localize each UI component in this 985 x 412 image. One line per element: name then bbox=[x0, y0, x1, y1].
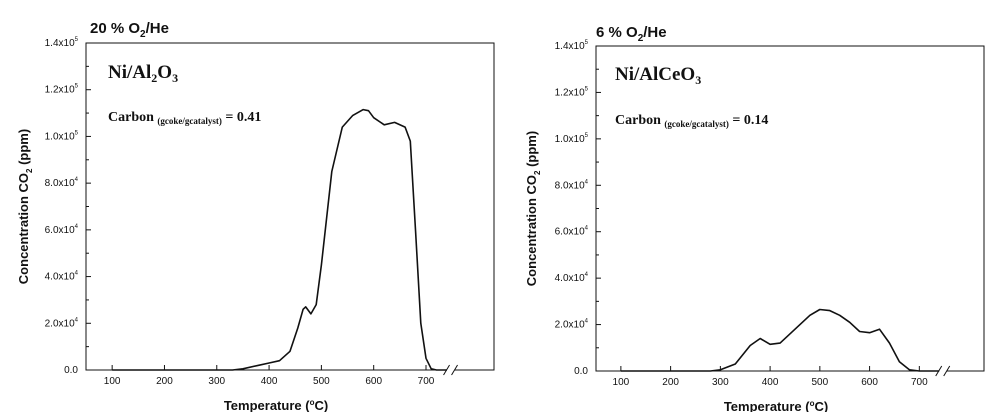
plot-frame bbox=[595, 45, 985, 372]
y-tick-label: 0.0 bbox=[574, 366, 588, 377]
y-tick-label: 1.2x105 bbox=[45, 84, 79, 96]
x-tick-label: 500 bbox=[313, 376, 330, 387]
axis-break-mark bbox=[943, 365, 951, 377]
carbon-annotation: Carbon (gcoke/gcatalyst) = 0.14 bbox=[615, 113, 768, 129]
x-axis-title: Temperature (oC) bbox=[224, 398, 328, 412]
x-tick-label: 700 bbox=[418, 376, 435, 387]
y-tick-label: 2.0x104 bbox=[45, 317, 79, 329]
y-tick-label: 1.0x105 bbox=[45, 130, 79, 142]
y-tick-label: 1.4x105 bbox=[555, 40, 589, 52]
x-axis-title: Temperature (oC) bbox=[724, 399, 828, 412]
x-tick-label: 600 bbox=[365, 376, 382, 387]
y-tick-label: 0.0 bbox=[64, 365, 78, 376]
sample-label: Ni/AlCeO3 bbox=[615, 64, 701, 87]
x-tick-label: 200 bbox=[156, 376, 173, 387]
y-tick-label: 8.0x104 bbox=[555, 179, 589, 191]
y-tick-label: 1.0x105 bbox=[555, 133, 589, 145]
series-line bbox=[620, 308, 940, 372]
x-tick-label: 400 bbox=[762, 377, 779, 388]
x-tick-label: 300 bbox=[208, 376, 225, 387]
panel-title: 6 % O2/He bbox=[596, 24, 667, 44]
y-tick-label: 6.0x104 bbox=[555, 226, 589, 238]
carbon-annotation: Carbon (gcoke/gcatalyst) = 0.41 bbox=[108, 110, 261, 126]
axis-break-gap bbox=[938, 365, 947, 377]
x-tick-label: 700 bbox=[911, 377, 928, 388]
x-tick-label: 100 bbox=[104, 376, 121, 387]
x-tick-label: 500 bbox=[812, 377, 829, 388]
series-line bbox=[112, 108, 447, 371]
y-tick-label: 4.0x104 bbox=[45, 271, 79, 283]
axis-break-mark bbox=[451, 364, 458, 376]
x-tick-label: 200 bbox=[662, 377, 679, 388]
panel-title: 20 % O2/He bbox=[90, 20, 169, 40]
y-tick-label: 8.0x104 bbox=[45, 177, 79, 189]
y-tick-label: 1.2x105 bbox=[555, 86, 589, 98]
x-tick-label: 100 bbox=[613, 377, 630, 388]
y-tick-label: 2.0x104 bbox=[555, 319, 589, 331]
y-tick-label: 6.0x104 bbox=[45, 224, 79, 236]
x-tick-label: 300 bbox=[712, 377, 729, 388]
chart-panel-1: 100 200 300 400 500 600 700 0.0 2.0x104 4.0x104 6.… bbox=[16, 20, 495, 412]
x-tick-label: 600 bbox=[861, 377, 878, 388]
chart-panel-2: 100 200 300 400 500 600 700 0.0 2.0x104 4.0x104 6.… bbox=[524, 24, 985, 412]
x-tick-label: 400 bbox=[261, 376, 278, 387]
y-tick-label: 1.4x105 bbox=[45, 37, 79, 49]
y-axis-title: Concentration CO2 (ppm) bbox=[524, 131, 542, 286]
axis-break-gap bbox=[446, 364, 455, 376]
y-axis-title: Concentration CO2 (ppm) bbox=[16, 129, 34, 284]
y-tick-label: 4.0x104 bbox=[555, 272, 589, 284]
plot-frame bbox=[85, 42, 495, 371]
sample-label: Ni/Al2O3 bbox=[108, 62, 178, 85]
